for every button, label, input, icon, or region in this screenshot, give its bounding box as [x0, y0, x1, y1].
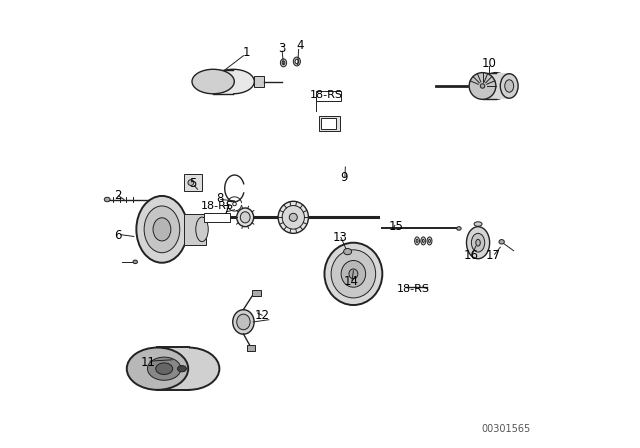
Bar [213, 69, 233, 94]
Bar [184, 214, 207, 245]
Ellipse shape [196, 217, 208, 241]
Ellipse shape [467, 227, 490, 259]
Ellipse shape [233, 310, 254, 334]
Text: 18-RS: 18-RS [310, 90, 343, 100]
Bar [204, 213, 230, 222]
Text: 17: 17 [486, 249, 501, 262]
Ellipse shape [147, 357, 181, 380]
Ellipse shape [237, 208, 253, 227]
Ellipse shape [278, 201, 308, 233]
Ellipse shape [344, 249, 351, 255]
Ellipse shape [127, 348, 188, 390]
Ellipse shape [289, 213, 298, 221]
Text: 9: 9 [340, 171, 348, 184]
Ellipse shape [474, 222, 482, 226]
Bar [247, 345, 255, 351]
Bar [319, 116, 340, 130]
Bar [157, 347, 189, 390]
Ellipse shape [282, 206, 305, 229]
Text: 16: 16 [464, 249, 479, 262]
Ellipse shape [472, 233, 484, 252]
Ellipse shape [156, 363, 173, 375]
Text: 12: 12 [255, 309, 269, 322]
Ellipse shape [144, 206, 180, 253]
Ellipse shape [483, 73, 509, 99]
Text: 18-RS: 18-RS [397, 284, 430, 293]
Text: 6: 6 [114, 228, 121, 241]
Text: 1: 1 [243, 46, 250, 59]
Ellipse shape [415, 237, 419, 245]
Bar [483, 73, 509, 99]
Ellipse shape [136, 196, 188, 263]
Ellipse shape [457, 227, 461, 230]
Ellipse shape [282, 61, 285, 65]
Ellipse shape [421, 237, 426, 245]
Ellipse shape [212, 69, 254, 94]
Text: 13: 13 [333, 231, 348, 244]
Ellipse shape [427, 237, 432, 245]
Text: 7: 7 [223, 204, 230, 217]
Bar [254, 76, 264, 87]
Ellipse shape [349, 269, 358, 279]
Text: 14: 14 [344, 276, 358, 289]
Ellipse shape [177, 366, 186, 372]
Text: 8: 8 [216, 192, 223, 205]
Ellipse shape [341, 260, 365, 287]
Ellipse shape [233, 202, 236, 206]
Ellipse shape [469, 73, 496, 99]
Ellipse shape [192, 69, 234, 94]
Ellipse shape [153, 218, 171, 241]
Text: 5: 5 [189, 177, 196, 190]
Ellipse shape [295, 59, 299, 64]
Ellipse shape [505, 80, 514, 92]
Ellipse shape [240, 212, 250, 223]
Text: 15: 15 [388, 220, 403, 233]
Text: 10: 10 [482, 57, 497, 70]
Text: 4: 4 [296, 39, 304, 52]
Ellipse shape [133, 260, 138, 263]
Ellipse shape [480, 84, 484, 88]
Ellipse shape [280, 59, 287, 67]
Text: 2: 2 [114, 189, 121, 202]
Ellipse shape [188, 180, 194, 185]
Ellipse shape [293, 57, 300, 66]
Bar [252, 290, 260, 296]
Ellipse shape [422, 239, 424, 242]
Bar [316, 91, 341, 101]
Text: 00301565: 00301565 [481, 424, 531, 434]
Ellipse shape [158, 348, 220, 390]
Text: 11: 11 [141, 356, 156, 369]
Ellipse shape [476, 239, 480, 246]
Ellipse shape [429, 239, 431, 242]
Ellipse shape [416, 239, 418, 242]
Ellipse shape [500, 74, 518, 98]
Ellipse shape [331, 250, 376, 298]
Bar [184, 174, 202, 191]
Ellipse shape [237, 314, 250, 330]
Ellipse shape [499, 240, 504, 244]
Ellipse shape [324, 243, 382, 305]
Text: 3: 3 [278, 42, 286, 55]
Bar [321, 118, 337, 129]
Ellipse shape [104, 197, 110, 202]
Text: 18-RS: 18-RS [201, 201, 234, 211]
